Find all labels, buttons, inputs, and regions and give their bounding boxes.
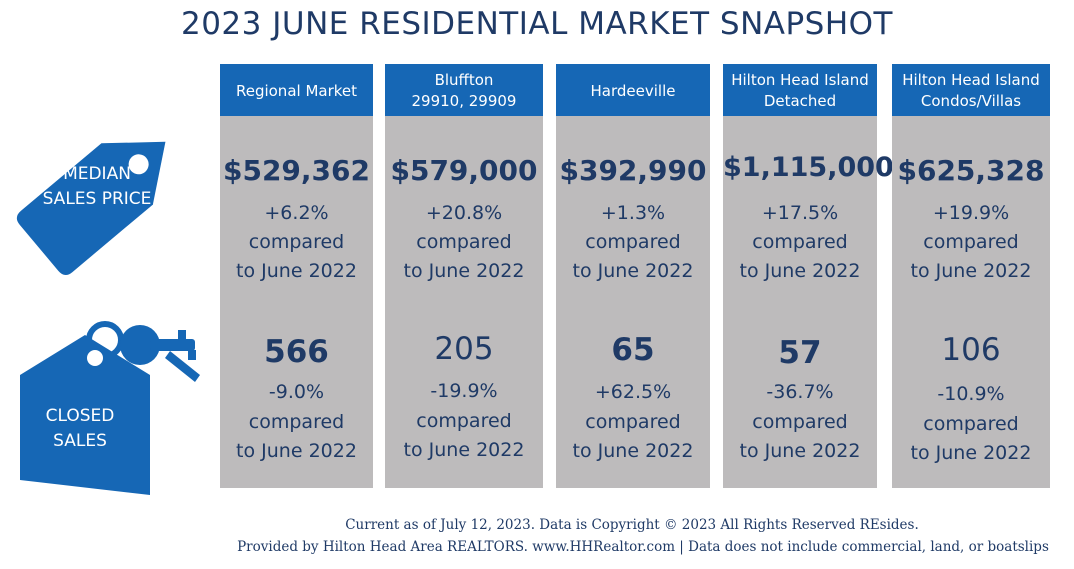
closed-sales-value: 57 xyxy=(778,335,822,371)
price-change: +19.9% xyxy=(932,202,1010,224)
sales-compared-label: compared xyxy=(585,411,681,433)
price-compared-period: to June 2022 xyxy=(572,260,694,282)
sales-change: -19.9% xyxy=(430,380,498,402)
median-price-value: $1,115,000 xyxy=(723,152,894,183)
median-price-value: $392,990 xyxy=(559,154,707,187)
market-column: $625,328 +19.9% compared to June 2022 10… xyxy=(892,116,1050,488)
price-compared-period: to June 2022 xyxy=(910,260,1032,282)
sales-compared-period: to June 2022 xyxy=(910,442,1032,464)
price-compared-period: to June 2022 xyxy=(739,260,861,282)
price-tag-icon xyxy=(16,141,166,275)
page-title: 2023 JUNE RESIDENTIAL MARKET SNAPSHOT xyxy=(180,6,893,42)
closed-sales-value: 65 xyxy=(611,332,655,368)
footer-provider: Provided by Hilton Head Area REALTORS. w… xyxy=(237,539,1049,555)
price-change: +1.3% xyxy=(600,202,666,224)
sales-compared-label: compared xyxy=(416,410,512,432)
column-header-regional-market: Regional Market xyxy=(220,64,373,118)
sales-compared-period: to June 2022 xyxy=(572,440,694,462)
sales-compared-period: to June 2022 xyxy=(403,439,525,461)
price-compared-label: compared xyxy=(585,231,681,253)
median-sales-price-label: MEDIAN SALES PRICE xyxy=(42,164,152,209)
price-compared-period: to June 2022 xyxy=(403,260,525,282)
column-header-hhi-condos-villas: Hilton Head Island Condos/Villas xyxy=(892,64,1050,118)
price-change: +17.5% xyxy=(761,202,839,224)
market-column: $392,990 +1.3% compared to June 2022 65 … xyxy=(556,116,710,488)
closed-sales-value: 205 xyxy=(434,331,494,367)
house-keys-icon xyxy=(20,321,200,495)
sales-change: +62.5% xyxy=(594,381,672,403)
column-header-hhi-detached: Hilton Head Island Detached xyxy=(723,64,877,118)
median-price-value: $579,000 xyxy=(390,154,538,187)
sales-change: -10.9% xyxy=(937,383,1005,405)
sales-compared-label: compared xyxy=(248,411,345,433)
column-header-bluffton: Bluffton 29910, 29909 xyxy=(385,64,543,118)
market-column: $579,000 +20.8% compared to June 2022 20… xyxy=(385,116,543,488)
column-header-hardeeville: Hardeeville xyxy=(556,64,710,118)
price-change: +6.2% xyxy=(264,202,329,224)
price-compared-label: compared xyxy=(416,231,512,253)
median-price-value: $529,362 xyxy=(222,154,370,187)
sales-compared-label: compared xyxy=(752,411,848,433)
closed-sales-value: 106 xyxy=(941,332,1001,368)
closed-sales-value: 566 xyxy=(264,334,329,370)
sales-compared-period: to June 2022 xyxy=(739,440,861,462)
footer-copyright: Current as of July 12, 2023. Data is Cop… xyxy=(345,517,919,533)
sales-change: -9.0% xyxy=(268,381,325,403)
sales-compared-label: compared xyxy=(923,413,1019,435)
median-price-value: $625,328 xyxy=(897,154,1045,187)
closed-sales-label: CLOSED SALES xyxy=(45,406,115,451)
sales-compared-period: to June 2022 xyxy=(236,440,357,462)
price-compared-label: compared xyxy=(923,231,1019,253)
sales-change: -36.7% xyxy=(766,381,834,403)
price-change: +20.8% xyxy=(425,202,503,224)
price-compared-label: compared xyxy=(752,231,848,253)
market-column: $529,362 +6.2% compared to June 2022 566… xyxy=(220,116,373,488)
market-column: $1,115,000 +17.5% compared to June 2022 … xyxy=(723,116,894,488)
price-compared-label: compared xyxy=(248,231,345,253)
price-compared-period: to June 2022 xyxy=(236,260,357,282)
